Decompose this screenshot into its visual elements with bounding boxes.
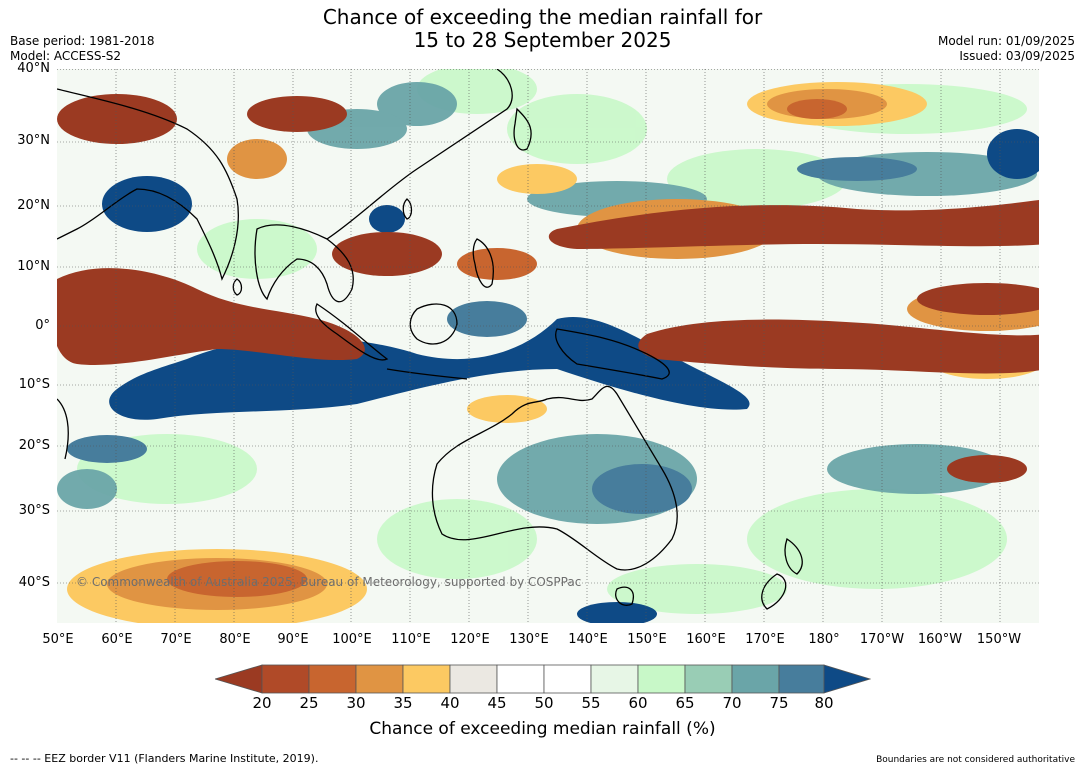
lat-label-10n: 10°N xyxy=(17,259,50,274)
colorbar-tick-40: 40 xyxy=(440,694,460,712)
probability-75-80-regions xyxy=(67,157,917,514)
lat-label-10s: 10°S xyxy=(18,377,50,392)
lon-label-110e: 110°E xyxy=(391,632,431,647)
colorbar-above-80 xyxy=(823,664,871,694)
colorbar-tick-80: 80 xyxy=(814,694,834,712)
colorbar-35-40 xyxy=(402,664,451,694)
issued-date: Issued: 03/09/2025 xyxy=(959,49,1075,63)
colorbar-65-70 xyxy=(684,664,733,694)
colorbar-45-50 xyxy=(496,664,545,694)
lon-label-90e: 90°E xyxy=(277,632,309,647)
colorbar-label: Chance of exceeding median rainfall (%) xyxy=(369,719,716,739)
colorbar-tick-75: 75 xyxy=(769,694,789,712)
map-title-line1: Chance of exceeding the median rainfall … xyxy=(322,5,763,29)
colorbar-tick-65: 65 xyxy=(675,694,695,712)
map-title-line2: 15 to 28 September 2025 xyxy=(413,28,672,52)
colorbar-25-30 xyxy=(308,664,357,694)
lat-label-40s: 40°S xyxy=(18,575,50,590)
copyright-notice: © Commonwealth of Australia 2025, Bureau… xyxy=(76,575,582,589)
lon-label-180: 180° xyxy=(808,632,840,647)
colorbar-tick-45: 45 xyxy=(487,694,507,712)
lon-label-80e: 80°E xyxy=(219,632,251,647)
colorbar-below-20 xyxy=(215,664,263,694)
colorbar-tick-50: 50 xyxy=(534,694,554,712)
boundaries-disclaimer: Boundaries are not considered authoritat… xyxy=(876,755,1075,765)
lon-label-60e: 60°E xyxy=(101,632,133,647)
rainfall-probability-map xyxy=(57,69,1039,623)
model-name: Model: ACCESS-S2 xyxy=(10,49,122,63)
base-period: Base period: 1981-2018 xyxy=(10,34,155,48)
lat-label-30s: 30°S xyxy=(18,503,50,518)
colorbar-60-65 xyxy=(637,664,686,694)
graticule xyxy=(57,69,1039,623)
colorbar-50-55 xyxy=(543,664,592,694)
lon-label-70e: 70°E xyxy=(160,632,192,647)
lon-label-150w: 150°W xyxy=(976,632,1022,647)
lat-label-20s: 20°S xyxy=(18,438,50,453)
colorbar-tick-70: 70 xyxy=(722,694,742,712)
lon-label-150e: 150°E xyxy=(627,632,667,647)
probability-below-25-regions xyxy=(57,94,1039,483)
colorbar-75-80 xyxy=(778,664,825,694)
lon-label-100e: 100°E xyxy=(332,632,372,647)
model-run: Model run: 01/09/2025 xyxy=(937,34,1075,48)
lon-label-130e: 130°E xyxy=(509,632,549,647)
colorbar-30-35 xyxy=(355,664,404,694)
lon-label-170e: 170°E xyxy=(745,632,785,647)
colorbar-tick-60: 60 xyxy=(628,694,648,712)
lat-label-30n: 30°N xyxy=(17,133,50,148)
lon-label-170w: 170°W xyxy=(859,632,905,647)
lon-label-50e: 50°E xyxy=(42,632,74,647)
colorbar-40-45 xyxy=(449,664,498,694)
lat-label-40n: 40°N xyxy=(17,61,50,76)
colorbar-55-60 xyxy=(590,664,639,694)
lon-label-160w: 160°W xyxy=(917,632,963,647)
coastlines xyxy=(57,69,803,610)
lat-label-0: 0° xyxy=(35,318,50,333)
colorbar-tick-35: 35 xyxy=(393,694,413,712)
lat-label-20n: 20°N xyxy=(17,198,50,213)
colorbar xyxy=(215,664,871,694)
colorbar-70-75 xyxy=(731,664,780,694)
colorbar-tick-20: 20 xyxy=(252,694,272,712)
colorbar-tick-30: 30 xyxy=(346,694,366,712)
lon-label-160e: 160°E xyxy=(686,632,726,647)
lon-label-120e: 120°E xyxy=(450,632,490,647)
colorbar-tick-55: 55 xyxy=(581,694,601,712)
colorbar-tick-25: 25 xyxy=(299,694,319,712)
lon-label-140e: 140°E xyxy=(568,632,608,647)
eez-border-note: -- -- -- EEZ border V11 (Flanders Marine… xyxy=(10,752,319,765)
colorbar-20-25 xyxy=(261,664,310,694)
